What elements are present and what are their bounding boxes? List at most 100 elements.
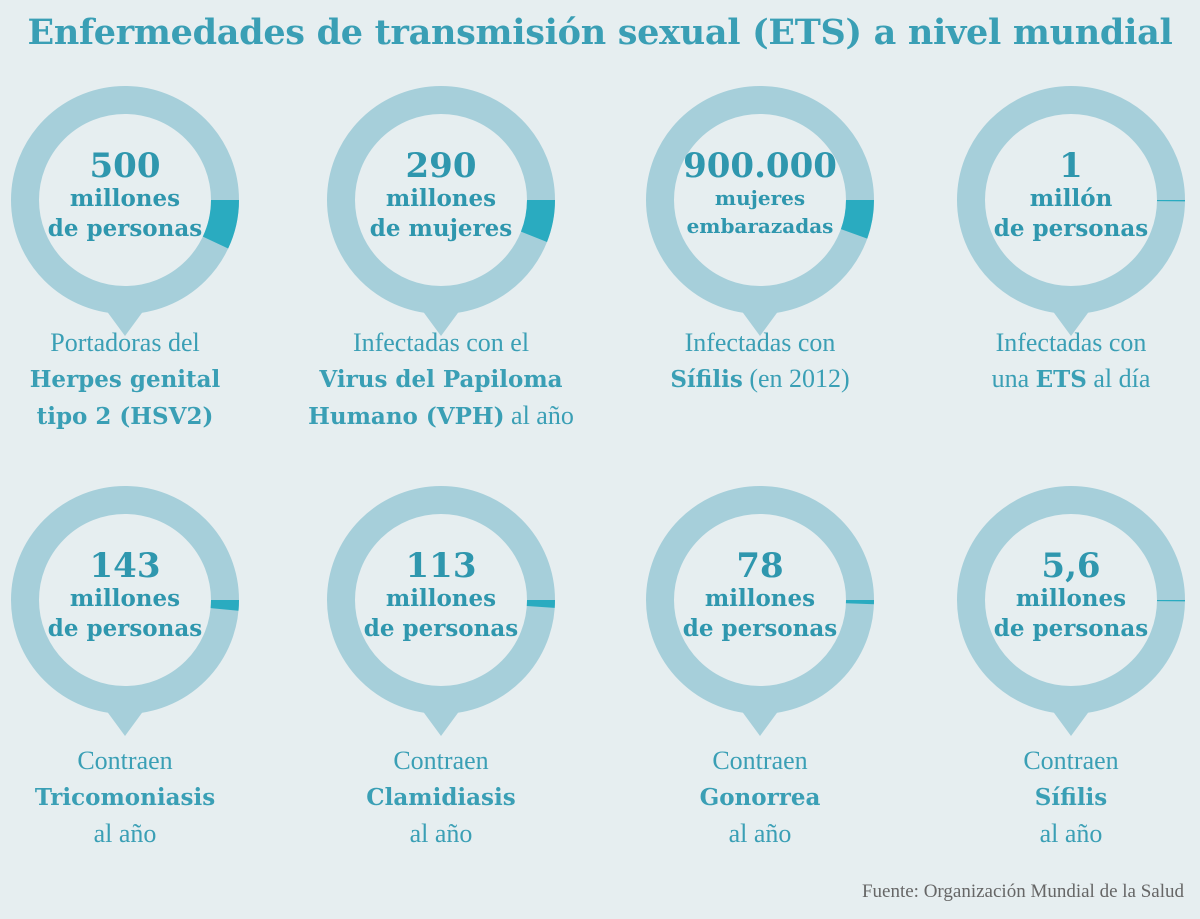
stat-caption: Contraen Gonorrea al año xyxy=(590,743,930,852)
caption-line: Infectadas con xyxy=(901,325,1200,361)
caption-line: Contraen xyxy=(271,743,611,779)
stat-value: 500 xyxy=(89,146,161,186)
stat-unit: millones xyxy=(704,585,816,612)
caption-highlight: tipo 2 (HSV2) xyxy=(36,403,214,430)
ring-label: 5,6 millones de personas xyxy=(921,548,1200,644)
caption-text: Contraen xyxy=(712,746,808,775)
caption-text: al año xyxy=(1039,819,1103,848)
caption-text: Infectadas con xyxy=(684,328,836,357)
ring-label: 143 millones de personas xyxy=(0,548,275,644)
stat-unit: de mujeres xyxy=(369,215,513,242)
caption-line: al año xyxy=(0,816,295,852)
stat-unit: de personas xyxy=(993,215,1149,242)
caption-line: al año xyxy=(590,816,930,852)
stat-unit: de personas xyxy=(47,215,203,242)
ring-chart xyxy=(646,486,874,736)
caption-line: Virus del Papiloma xyxy=(271,361,611,398)
pointer-tail xyxy=(103,706,147,736)
ring-label: 78 millones de personas xyxy=(610,548,910,644)
caption-line: Tricomoniasis xyxy=(0,779,295,816)
stat-unit: embarazadas xyxy=(686,214,834,238)
caption-text: Contraen xyxy=(1023,746,1119,775)
ring-segment xyxy=(840,199,874,239)
caption-line: Contraen xyxy=(0,743,295,779)
ring-chart xyxy=(957,486,1185,736)
stat-unit: millón xyxy=(1029,185,1113,212)
caption-line: una ETS al día xyxy=(901,361,1200,398)
caption-highlight: Humano (VPH) xyxy=(308,403,505,430)
caption-highlight: Sífilis xyxy=(1034,784,1108,811)
caption-line: Portadoras del xyxy=(0,325,295,361)
stat-unit: millones xyxy=(69,185,181,212)
pointer-tail xyxy=(103,306,147,336)
stat-value: 290 xyxy=(405,146,477,186)
caption-highlight: Clamidiasis xyxy=(366,784,516,811)
caption-line: Infectadas con xyxy=(590,325,930,361)
caption-text: Contraen xyxy=(393,746,489,775)
stat-unit: millones xyxy=(1015,585,1127,612)
caption-line: Contraen xyxy=(901,743,1200,779)
stat-unit: millones xyxy=(385,185,497,212)
ring-chart xyxy=(957,86,1185,336)
caption-line: Sífilis xyxy=(901,779,1200,816)
stat-unit: millones xyxy=(69,585,181,612)
caption-text: Infectadas con xyxy=(995,328,1147,357)
caption-text: Portadoras del xyxy=(50,328,200,357)
stat-caption: Portadoras del Herpes genital tipo 2 (HSV2… xyxy=(0,325,295,435)
stat-value: 1 xyxy=(1059,146,1083,186)
stat-caption: Contraen Sífilis al año xyxy=(901,743,1200,852)
caption-text: (en 2012) xyxy=(742,364,850,393)
ring-chart xyxy=(327,486,555,736)
caption-text: Contraen xyxy=(77,746,173,775)
stat-value: 900.000 xyxy=(683,146,837,186)
stat-value: 143 xyxy=(89,546,161,586)
stat-value: 5,6 xyxy=(1041,546,1101,586)
stat-unit: de personas xyxy=(993,615,1149,642)
source-note: Fuente: Organización Mundial de la Salud xyxy=(861,881,1184,902)
caption-text: al año xyxy=(504,401,574,430)
pointer-tail xyxy=(1049,306,1093,336)
caption-line: al año xyxy=(271,816,611,852)
caption-text: al año xyxy=(409,819,473,848)
stat-caption: Infectadas con Sífilis (en 2012) xyxy=(590,325,930,398)
stat-caption: Infectadas con el Virus del Papiloma Human… xyxy=(271,325,611,435)
ring-label: 500 millones de personas xyxy=(0,148,275,244)
pointer-tail xyxy=(738,706,782,736)
ring-chart xyxy=(646,86,874,336)
caption-line: tipo 2 (HSV2) xyxy=(0,398,295,435)
caption-text: una xyxy=(991,364,1036,393)
caption-line: Infectadas con el xyxy=(271,325,611,361)
ring-label: 1 millón de personas xyxy=(921,148,1200,244)
caption-text: al año xyxy=(728,819,792,848)
ring-chart xyxy=(11,86,239,336)
stat-caption: Infectadas con una ETS al día xyxy=(901,325,1200,398)
stat-caption: Contraen Tricomoniasis al año xyxy=(0,743,295,852)
ring-segment xyxy=(520,199,555,242)
caption-line: Gonorrea xyxy=(590,779,930,816)
stat-unit: de personas xyxy=(363,615,519,642)
caption-line: Sífilis (en 2012) xyxy=(590,361,930,398)
caption-highlight: Herpes genital xyxy=(29,366,221,393)
caption-line: Clamidiasis xyxy=(271,779,611,816)
stat-value: 113 xyxy=(405,546,477,586)
caption-line: Humano (VPH) al año xyxy=(271,398,611,435)
caption-line: Herpes genital xyxy=(0,361,295,398)
stat-value: 78 xyxy=(736,546,784,586)
caption-highlight: Gonorrea xyxy=(699,784,821,811)
caption-highlight: Tricomoniasis xyxy=(34,784,216,811)
pointer-tail xyxy=(738,306,782,336)
infographic-title: Enfermedades de transmisión sexual (ETS)… xyxy=(27,12,1173,53)
ring-label: 900.000 mujeres embarazadas xyxy=(610,148,910,240)
ring-segment xyxy=(202,199,239,249)
stat-caption: Contraen Clamidiasis al año xyxy=(271,743,611,852)
pointer-tail xyxy=(419,706,463,736)
caption-line: Contraen xyxy=(590,743,930,779)
caption-text: al día xyxy=(1086,364,1151,393)
caption-text: al año xyxy=(93,819,157,848)
caption-highlight: Virus del Papiloma xyxy=(319,366,563,393)
ring-chart xyxy=(11,486,239,736)
stat-unit: millones xyxy=(385,585,497,612)
ring-label: 290 millones de mujeres xyxy=(291,148,591,244)
stat-unit: de personas xyxy=(682,615,838,642)
ring-label: 113 millones de personas xyxy=(291,548,591,644)
